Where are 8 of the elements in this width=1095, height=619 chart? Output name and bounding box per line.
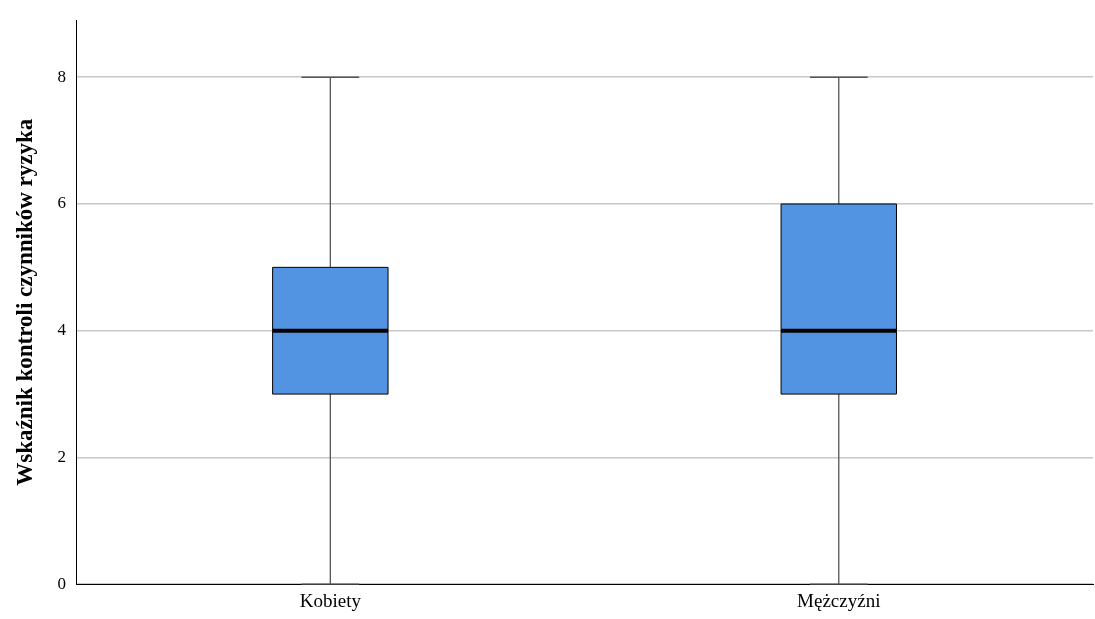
y-tick-label: 2	[57, 446, 67, 466]
x-tick-label: Kobiety	[299, 589, 362, 611]
y-tick-label: 4	[57, 320, 67, 340]
y-tick-label: 8	[57, 66, 67, 86]
x-tick-label: Mężczyźni	[797, 589, 881, 611]
y-tick-label: 6	[57, 193, 67, 213]
y-axis-title: Wskaźnik kontroli czynników ryzyka	[11, 118, 37, 486]
y-tick-label: 0	[57, 573, 67, 593]
